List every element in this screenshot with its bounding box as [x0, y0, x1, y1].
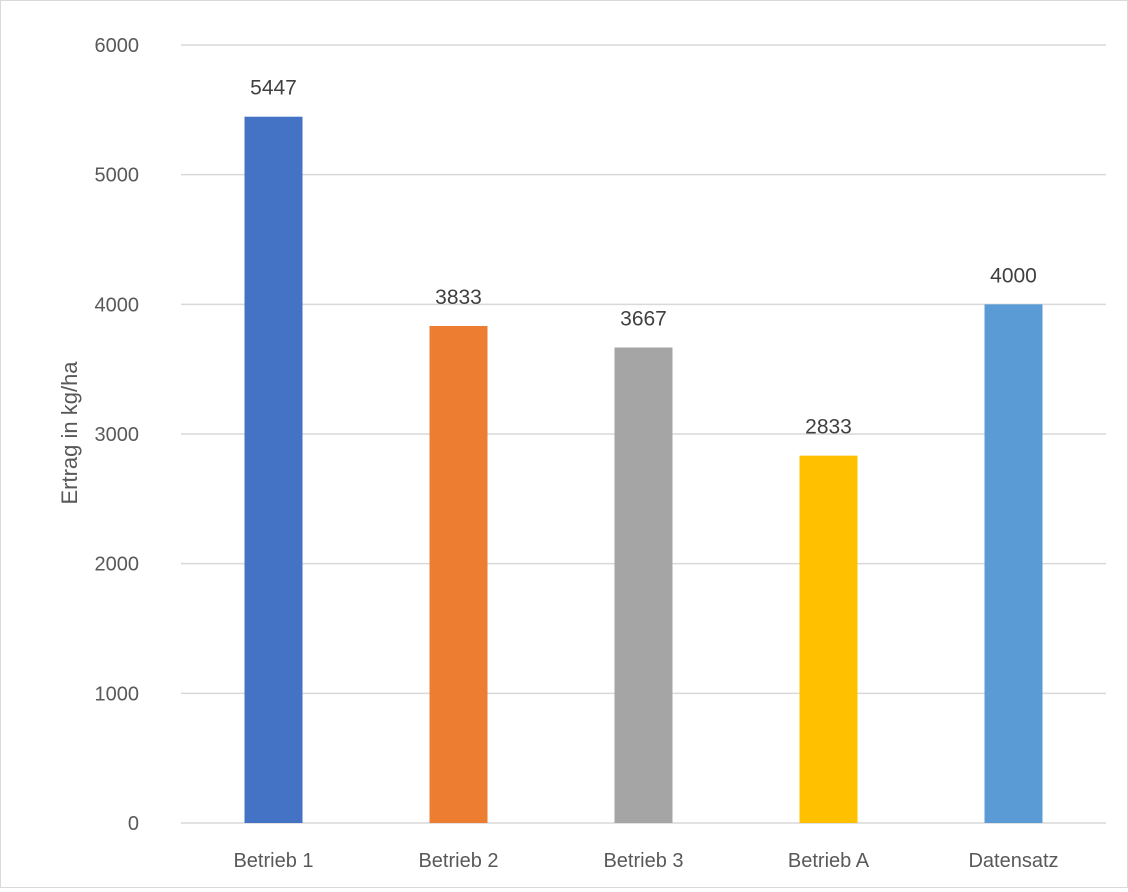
y-axis-label: Ertrag in kg/ha [57, 361, 82, 505]
bar [799, 455, 858, 823]
x-tick-label: Betrieb 1 [233, 850, 313, 872]
data-label: 5447 [250, 77, 297, 100]
bar [614, 347, 673, 823]
bar [984, 304, 1043, 823]
y-tick-label: 3000 [95, 424, 140, 446]
y-tick-label: 2000 [95, 554, 140, 576]
y-axis-tick-labels: 0 1000 2000 3000 4000 5000 6000 [95, 35, 140, 835]
data-label: 4000 [990, 264, 1037, 287]
bar [429, 325, 488, 823]
x-tick-label: Datensatz [968, 850, 1058, 872]
x-tick-label: Betrieb A [788, 850, 870, 872]
data-label: 3833 [435, 286, 482, 309]
data-label: 3667 [620, 308, 667, 331]
y-tick-label: 5000 [95, 165, 140, 187]
y-tick-label: 6000 [95, 35, 140, 57]
data-labels: 5447 3833 3667 2833 4000 [250, 77, 1037, 439]
y-tick-label: 4000 [95, 294, 140, 316]
data-label: 2833 [805, 416, 852, 439]
x-axis-tick-labels: Betrieb 1 Betrieb 2 Betrieb 3 Betrieb A Date… [233, 850, 1058, 872]
x-tick-label: Betrieb 2 [418, 850, 498, 872]
y-tick-label: 0 [128, 813, 139, 835]
bar [244, 116, 303, 823]
x-tick-label: Betrieb 3 [603, 850, 683, 872]
bars [244, 116, 1043, 823]
y-tick-label: 1000 [95, 683, 140, 705]
